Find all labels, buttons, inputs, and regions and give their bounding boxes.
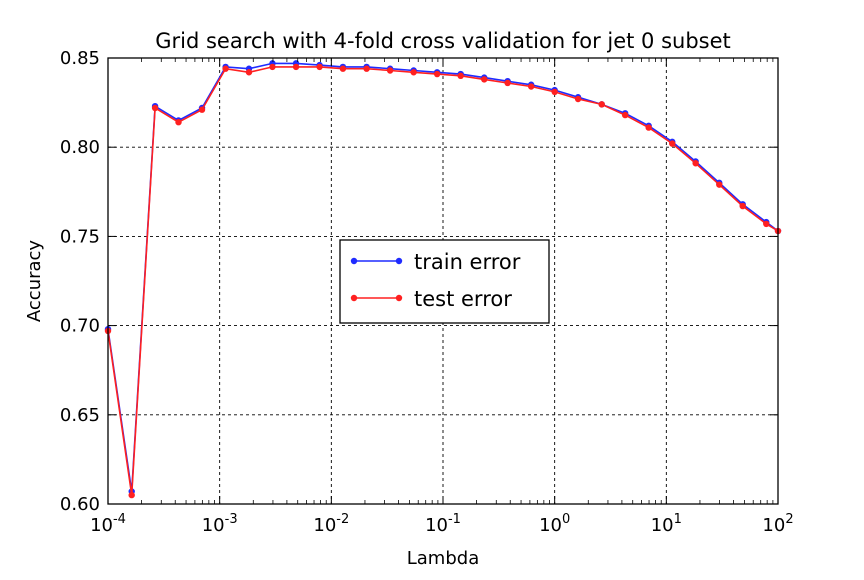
data-point	[339, 65, 347, 72]
y-tick-label: 0.60	[60, 494, 100, 515]
data-point	[292, 63, 300, 71]
legend-marker	[395, 257, 403, 265]
data-point	[527, 83, 535, 90]
data-point	[245, 69, 253, 76]
data-point	[457, 72, 464, 80]
legend-label: train error	[414, 250, 521, 274]
data-point	[386, 67, 394, 74]
x-tick-label: 102	[762, 512, 793, 536]
plot-series	[104, 60, 782, 499]
series-line-0	[107, 62, 779, 492]
data-point	[716, 181, 723, 188]
y-tick-label: 0.85	[60, 48, 100, 69]
axis-ticks: 10-4 10-3 10-2 10-1 100 101 102 0.60 0.65 0.70 0.7…	[60, 48, 794, 536]
data-point	[410, 69, 417, 76]
x-tick-label: 10-2	[313, 512, 349, 536]
y-tick-label: 0.65	[60, 405, 100, 426]
y-tick-label: 0.80	[60, 137, 100, 158]
y-axis-label: Accuracy	[24, 240, 45, 323]
data-point	[481, 76, 488, 83]
legend-box	[339, 239, 550, 324]
data-point	[645, 124, 652, 131]
legend-label: test error	[414, 287, 512, 311]
data-point	[269, 63, 276, 71]
legend-marker	[395, 294, 403, 302]
series-line-1	[107, 66, 779, 496]
data-point	[175, 119, 182, 126]
data-point	[621, 111, 629, 119]
chart-title: Grid search with 4-fold cross validation…	[155, 29, 731, 53]
data-point	[739, 202, 746, 210]
data-point	[669, 140, 676, 147]
x-tick-label: 100	[539, 512, 570, 536]
data-point	[151, 104, 159, 112]
x-tick-label: 10-1	[425, 512, 461, 536]
x-axis-label: Lambda	[407, 548, 479, 569]
data-point	[433, 70, 441, 78]
legend: train error test error	[339, 239, 550, 324]
x-tick-label: 101	[651, 512, 682, 536]
legend-marker	[350, 294, 358, 302]
data-point	[763, 220, 770, 228]
data-point	[316, 63, 323, 71]
data-point	[598, 101, 605, 108]
data-point	[504, 79, 511, 87]
data-point	[198, 106, 206, 113]
data-point	[551, 88, 558, 96]
data-point	[692, 160, 699, 167]
y-tick-label: 0.75	[60, 226, 100, 247]
x-tick-label: 10-4	[90, 512, 126, 536]
data-point	[574, 95, 582, 103]
legend-marker	[350, 257, 358, 265]
y-tick-label: 0.70	[60, 316, 100, 337]
data-point	[222, 65, 229, 72]
data-point	[128, 491, 135, 499]
x-tick-label: 10-3	[202, 512, 238, 536]
grid-lines	[108, 58, 778, 504]
data-point	[363, 65, 370, 72]
